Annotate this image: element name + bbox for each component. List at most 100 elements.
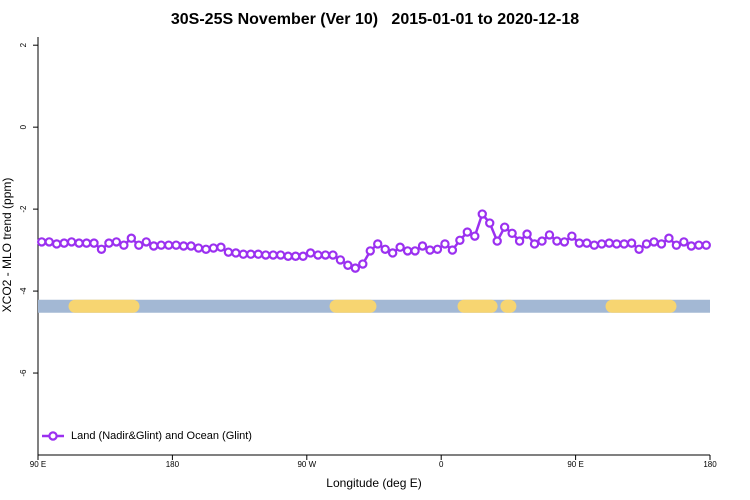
- point: [246, 249, 256, 259]
- legend-marker: [48, 431, 58, 441]
- point: [313, 250, 323, 260]
- point: [126, 233, 137, 243]
- point: [156, 240, 166, 250]
- point: [499, 222, 510, 232]
- y-tick-label: -6: [19, 369, 28, 377]
- point: [477, 209, 487, 219]
- point: [111, 237, 122, 247]
- point: [447, 245, 458, 255]
- point: [671, 240, 682, 250]
- x-tick-label: 180: [166, 460, 180, 469]
- point: [395, 242, 405, 252]
- point: [37, 237, 47, 247]
- point: [410, 246, 420, 256]
- y-tick-label: 2: [19, 42, 28, 47]
- point: [149, 241, 159, 251]
- point: [507, 228, 517, 238]
- point: [216, 242, 226, 252]
- point: [134, 240, 144, 250]
- point: [298, 251, 308, 261]
- point: [261, 250, 271, 260]
- point: [589, 240, 599, 250]
- point: [74, 238, 84, 248]
- point: [597, 239, 607, 249]
- point: [664, 233, 674, 243]
- point: [694, 240, 704, 250]
- point: [604, 238, 614, 248]
- point: [350, 263, 361, 273]
- point: [51, 239, 62, 249]
- point: [253, 249, 263, 259]
- point: [455, 235, 465, 245]
- point: [514, 236, 525, 246]
- point: [686, 241, 697, 251]
- y-tick-label: -2: [19, 205, 28, 213]
- point: [193, 243, 204, 253]
- point: [417, 241, 428, 251]
- point: [208, 243, 219, 253]
- point: [649, 237, 659, 247]
- point: [679, 237, 689, 247]
- point: [163, 240, 174, 250]
- point: [119, 240, 129, 250]
- point: [485, 218, 495, 228]
- point: [59, 238, 69, 248]
- point: [171, 240, 181, 250]
- point: [432, 244, 443, 254]
- point: [544, 230, 555, 240]
- point: [290, 251, 301, 261]
- point: [387, 248, 398, 258]
- point: [462, 227, 473, 237]
- point: [268, 250, 278, 260]
- point: [552, 236, 562, 246]
- point: [380, 244, 390, 254]
- point: [365, 246, 375, 256]
- point: [335, 255, 346, 265]
- point: [567, 231, 577, 241]
- point: [611, 239, 622, 249]
- y-tick-label: 0: [19, 124, 28, 129]
- point: [701, 240, 711, 250]
- point: [96, 244, 107, 254]
- x-tick-label: 90 E: [30, 460, 46, 469]
- point: [44, 237, 54, 247]
- point: [440, 239, 450, 249]
- point: [81, 238, 92, 248]
- point: [574, 238, 585, 248]
- y-axis-label: XCO2 - MLO trend (ppm): [0, 178, 14, 313]
- point: [141, 237, 151, 247]
- point: [522, 229, 532, 239]
- chart-title: 30S-25S November (Ver 10) 2015-01-01 to …: [171, 11, 579, 28]
- x-tick-label: 180: [703, 460, 717, 469]
- point: [641, 239, 652, 249]
- point: [305, 248, 316, 258]
- point: [537, 236, 547, 246]
- point: [66, 237, 77, 247]
- point: [283, 251, 293, 261]
- point: [656, 239, 667, 249]
- x-tick-label: 90 W: [297, 460, 316, 469]
- point: [343, 260, 353, 270]
- point: [104, 238, 114, 248]
- point: [529, 239, 540, 249]
- point: [425, 245, 435, 255]
- point: [626, 238, 637, 248]
- point: [186, 241, 196, 251]
- point: [634, 244, 644, 254]
- point: [373, 239, 383, 249]
- point: [223, 247, 234, 257]
- point: [231, 248, 241, 258]
- x-tick-label: 90 E: [567, 460, 583, 469]
- legend-label: Land (Nadir&Glint) and Ocean (Glint): [71, 430, 252, 442]
- point: [492, 236, 502, 246]
- point: [402, 246, 413, 256]
- point: [619, 239, 629, 249]
- point: [328, 250, 338, 260]
- point: [320, 250, 331, 260]
- point: [582, 238, 592, 248]
- x-axis-label: Longitude (deg E): [326, 476, 421, 490]
- point: [89, 238, 99, 248]
- point: [178, 241, 189, 251]
- point: [238, 249, 249, 259]
